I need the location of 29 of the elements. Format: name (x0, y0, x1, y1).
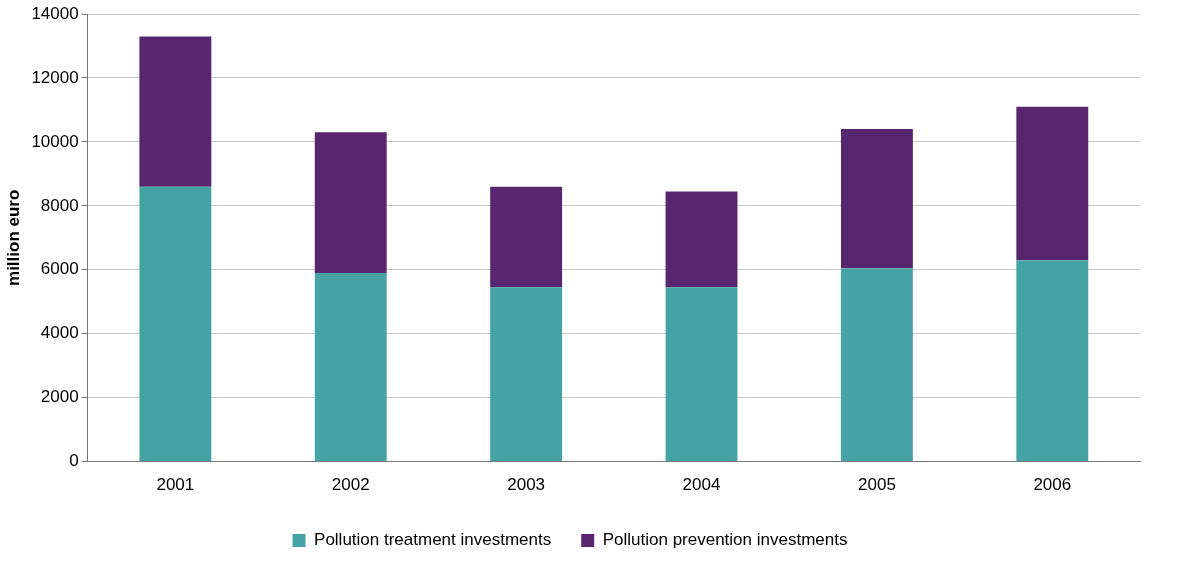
bar (490, 287, 563, 462)
y-tick-label: 12000 (31, 67, 79, 87)
y-tick-label: 4000 (40, 323, 79, 343)
y-tick-label: 8000 (40, 195, 79, 215)
bar (490, 186, 563, 288)
x-tick-label: 2002 (331, 475, 370, 495)
y-tick-label: 6000 (40, 259, 79, 279)
bar (1016, 106, 1089, 261)
y-tick-label: 10000 (31, 131, 79, 151)
bar (665, 287, 738, 462)
x-tick-label: 2004 (682, 475, 721, 495)
bar (665, 191, 738, 288)
x-tick-label: 2005 (858, 475, 896, 495)
x-tick-label: 2001 (156, 475, 195, 495)
y-tick-label: 2000 (40, 387, 79, 407)
legend-label: Pollution prevention investments (602, 530, 848, 550)
bar (840, 129, 913, 269)
x-tick-label: 2006 (1033, 475, 1072, 495)
bar (139, 186, 212, 462)
y-axis-title: million euro (3, 189, 23, 286)
bar (139, 36, 212, 187)
y-tick-label: 14000 (31, 3, 79, 23)
x-tick-label: 2003 (507, 475, 546, 495)
bar (1016, 260, 1089, 462)
y-tick-label: 0 (69, 451, 79, 471)
bar (314, 272, 387, 462)
legend-label: Pollution treatment investments (314, 530, 552, 550)
bar (840, 268, 913, 462)
bar (314, 132, 387, 273)
